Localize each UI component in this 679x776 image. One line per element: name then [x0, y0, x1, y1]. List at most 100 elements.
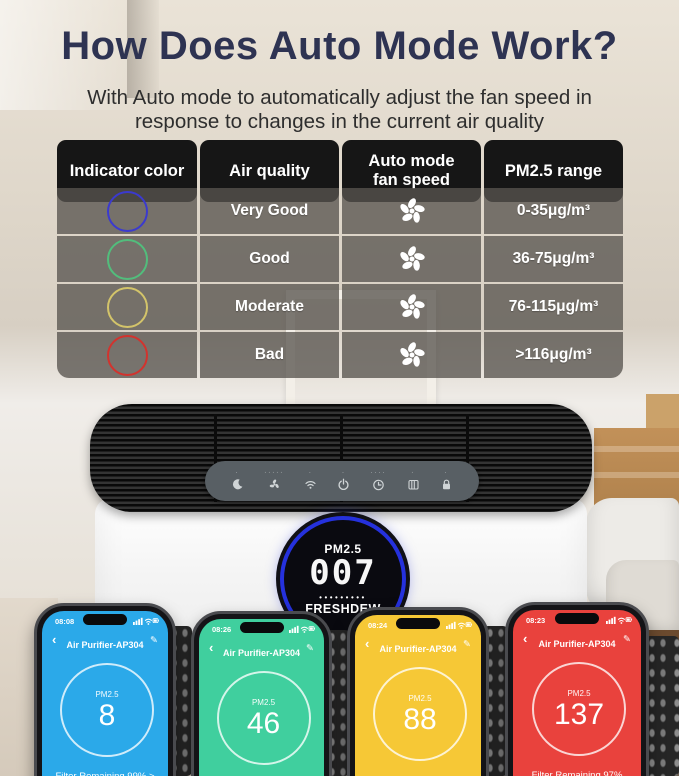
grille-divider [340, 414, 343, 502]
table-cell-indicator [57, 236, 197, 282]
status-icons [289, 624, 315, 633]
app-title: Air Purifier-AP304 [379, 644, 457, 654]
table-cell-fan-speed [342, 188, 481, 234]
pm25-label: PM2.5 [324, 542, 362, 557]
sleep-mode-button: · [231, 470, 244, 491]
grille-divider [214, 414, 217, 502]
display-dots: ••••••••• [319, 592, 367, 602]
pm25-gauge: PM2.5 88 [373, 667, 467, 761]
app-header: ‹ Air Purifier-AP304 ✎ [199, 640, 324, 658]
app-header: ‹ Air Purifier-AP304 ✎ [355, 636, 481, 654]
gauge-label: PM2.5 [408, 693, 432, 703]
table-cell-fan-speed [342, 236, 481, 282]
pm25-gauge: PM2.5 137 [532, 662, 626, 756]
page-title: How Does Auto Mode Work? [61, 24, 618, 68]
table-cell-air-quality: Bad [200, 332, 339, 378]
table-cell-indicator [57, 332, 197, 378]
status-time: 08:26 [212, 625, 232, 634]
back-chevron-icon[interactable]: ‹ [365, 636, 370, 651]
edit-pencil-icon[interactable]: ✎ [623, 634, 631, 645]
indicator-dot: · [235, 470, 240, 476]
timer-button: ···· [370, 470, 387, 491]
app-title: Air Purifier-AP304 [538, 639, 616, 649]
filter-reset-button: · [407, 470, 420, 491]
table-cell-pm25-range: 76-115μg/m³ [484, 284, 623, 330]
phone-notch [239, 622, 284, 633]
app-screen: 08:08 ‹ Air Purifier-AP304 ✎ PM2.5 8 Fil… [42, 611, 168, 776]
pm25-gauge: PM2.5 46 [216, 671, 311, 765]
phone-mockup-green: 08:26 ‹ Air Purifier-AP304 ✎ PM2.5 46 Fi… [191, 611, 332, 776]
app-title: Air Purifier-AP304 [222, 648, 301, 658]
purifier-control-panel: · ····· · · ···· · · [205, 461, 479, 501]
headboard-rail [594, 472, 679, 478]
app-header: ‹ Air Purifier-AP304 ✎ [513, 631, 641, 649]
gauge-value: 137 [553, 697, 605, 731]
table-cell-air-quality: Good [200, 236, 339, 282]
indicator-dot: · [341, 470, 346, 476]
app-title: Air Purifier-AP304 [66, 640, 144, 650]
gauge-value: 46 [246, 706, 281, 740]
indicator-dot: · [444, 470, 449, 476]
gauge-label: PM2.5 [251, 697, 276, 707]
fan-speed-button: ····· [264, 470, 285, 491]
wall-highlight [0, 0, 130, 110]
page-subtitle: With Auto mode to automatically adjust t… [87, 86, 592, 133]
app-header: ‹ Air Purifier-AP304 ✎ [42, 632, 168, 650]
fan-speed-icon [394, 194, 429, 229]
pm25-reading: 007 [309, 553, 377, 594]
power-button: · [337, 470, 350, 491]
child-lock-button: · [440, 470, 453, 491]
table-cell-fan-speed [342, 284, 481, 330]
back-chevron-icon[interactable]: ‹ [52, 632, 57, 647]
table-cell-air-quality: Very Good [200, 188, 339, 234]
gauge-label: PM2.5 [567, 688, 591, 698]
edit-pencil-icon[interactable]: ✎ [306, 643, 314, 654]
air-quality-table: Indicator color Air quality Auto mode fa… [57, 140, 623, 378]
table-cell-indicator [57, 188, 197, 234]
indicator-dot: · [308, 470, 313, 476]
fan-speed-icon [394, 290, 429, 325]
status-icons [606, 615, 632, 624]
indicator-circle-red [106, 334, 148, 376]
app-screen: 08:23 ‹ Air Purifier-AP304 ✎ PM2.5 137 F… [513, 610, 641, 776]
indicator-dots: ···· [370, 470, 387, 476]
fan-speed-icon [394, 242, 429, 277]
table-cell-pm25-range: 36-75μg/m³ [484, 236, 623, 282]
phone-notch [555, 613, 599, 624]
table-cell-pm25-range: 0-35μg/m³ [484, 188, 623, 234]
wall-corner-shadow [127, 0, 159, 98]
fan-speed-icon [394, 338, 429, 373]
background-vent-strip [645, 636, 679, 776]
back-chevron-icon[interactable]: ‹ [209, 640, 214, 655]
edit-pencil-icon[interactable]: ✎ [150, 635, 158, 646]
phone-mockup-yellow: 08:24 ‹ Air Purifier-AP304 ✎ PM2.5 88 Fi… [347, 607, 489, 776]
table-cell-air-quality: Moderate [200, 284, 339, 330]
headboard-rail [594, 446, 679, 452]
table-cell-pm25-range: >116μg/m³ [484, 332, 623, 378]
status-icons [446, 620, 472, 629]
wifi-button: · [304, 470, 317, 491]
status-time: 08:24 [368, 621, 388, 630]
table-cell-fan-speed [342, 332, 481, 378]
pm25-gauge: PM2.5 8 [60, 663, 154, 757]
indicator-dot: · [411, 470, 416, 476]
status-icons [133, 616, 159, 625]
gauge-label: PM2.5 [95, 689, 119, 699]
status-time: 08:23 [526, 616, 546, 625]
indicator-circle-blue [106, 190, 148, 232]
phone-mockup-red: 08:23 ‹ Air Purifier-AP304 ✎ PM2.5 137 F… [505, 602, 649, 776]
indicator-dots: ····· [264, 470, 285, 476]
phone-notch [396, 618, 440, 629]
phone-mockup-blue: 08:08 ‹ Air Purifier-AP304 ✎ PM2.5 8 Fil… [34, 603, 176, 776]
grille-divider [466, 414, 469, 502]
gauge-value: 8 [98, 698, 116, 732]
edit-pencil-icon[interactable]: ✎ [463, 639, 471, 650]
filter-remaining-link[interactable]: Filter Remaining 97% [531, 770, 623, 776]
indicator-circle-yellow [106, 286, 148, 328]
status-time: 08:08 [55, 617, 75, 626]
gauge-value: 88 [403, 702, 437, 736]
phone-notch [83, 614, 127, 625]
filter-remaining-link[interactable]: Filter Remaining 99% > [42, 771, 168, 776]
back-chevron-icon[interactable]: ‹ [523, 631, 528, 646]
